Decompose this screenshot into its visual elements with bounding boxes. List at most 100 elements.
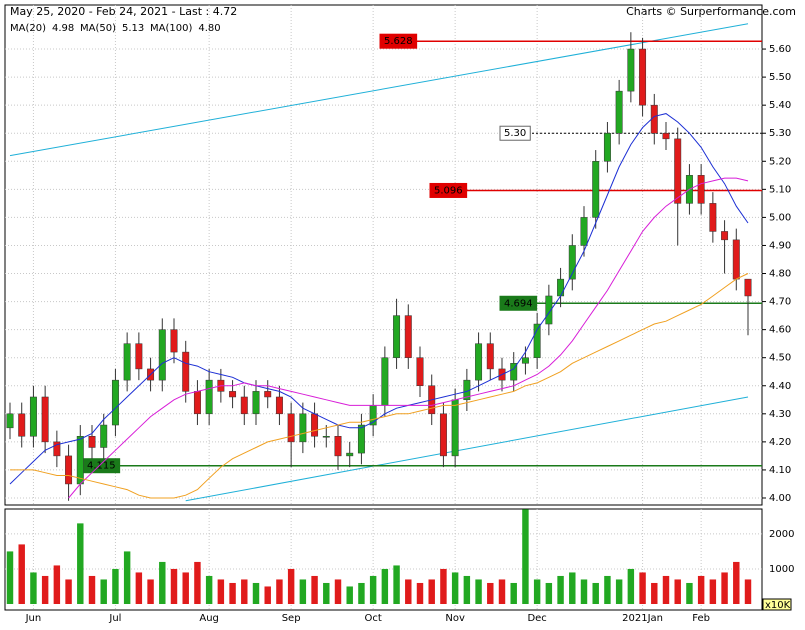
candle-body	[639, 48, 647, 106]
y-tick-label: 4.30	[769, 409, 791, 420]
candle-body	[545, 295, 553, 325]
volume-bar	[159, 561, 166, 604]
candle-body	[475, 343, 483, 381]
candle-body	[615, 90, 623, 134]
legend-value: 4.98	[52, 23, 74, 34]
x-tick-label: Sep	[282, 613, 301, 624]
candle-body	[334, 436, 342, 457]
candle-body	[580, 217, 588, 246]
volume-bar	[697, 575, 705, 604]
volume-bar	[744, 579, 752, 604]
candle-body	[205, 379, 213, 415]
volume-bar	[475, 579, 482, 604]
candle-body	[158, 329, 166, 381]
volume-bar	[264, 586, 271, 604]
candle-body	[193, 391, 201, 415]
candle-body	[732, 239, 740, 280]
candle-body	[521, 357, 529, 364]
price-panel	[4, 4, 763, 506]
volume-bar	[6, 551, 14, 604]
candle-body	[416, 357, 424, 387]
volume-bar	[182, 572, 189, 604]
volume-bar	[592, 582, 599, 604]
volume-bar	[381, 568, 389, 604]
y-tick-label: 5.20	[769, 156, 791, 167]
candle-body	[603, 132, 611, 162]
x-tick-label: Aug	[199, 613, 219, 624]
volume-bar	[440, 568, 447, 604]
y-tick-label: 5.60	[769, 44, 791, 55]
volume-bar	[557, 575, 564, 604]
x-tick-label: Feb	[692, 613, 710, 624]
candle-body	[182, 351, 190, 392]
volume-bar	[112, 568, 119, 604]
candle-body	[311, 413, 319, 437]
volume-bar	[311, 575, 318, 604]
volume-bar	[510, 582, 517, 604]
candle-body	[111, 379, 119, 426]
candle-body	[287, 413, 295, 443]
volume-bar	[88, 575, 96, 604]
y-tick-label: 4.50	[769, 353, 791, 364]
volume-bar	[569, 572, 576, 604]
candle-body	[53, 441, 61, 457]
volume-bar	[123, 551, 131, 604]
volume-bar	[147, 579, 154, 604]
candle-body	[404, 315, 412, 358]
level-box	[499, 125, 531, 141]
y-tick-label: 4.90	[769, 240, 791, 251]
volume-bar	[615, 579, 623, 604]
level-label: 5.30	[504, 128, 526, 139]
candle-body	[76, 436, 84, 485]
y-tick-label: 4.60	[769, 325, 791, 336]
level-box	[429, 182, 468, 198]
moving-average	[68, 177, 749, 499]
candle-body	[592, 161, 600, 218]
volume-bar	[194, 561, 201, 604]
trendline	[9, 23, 749, 157]
candle-body	[674, 138, 682, 204]
x-tick-label: Jul	[108, 613, 121, 624]
credit: Charts © Surperformance.com	[626, 5, 796, 18]
volume-bar	[170, 568, 178, 604]
date-range: May 25, 2020 - Feb 24, 2021 - Last : 4.7…	[10, 5, 237, 18]
volume-bar	[100, 579, 107, 604]
volume-bar	[580, 579, 588, 604]
candle-body	[357, 424, 365, 454]
volume-bar	[733, 561, 740, 604]
volume-bar	[252, 582, 260, 604]
volume-bar	[276, 579, 283, 604]
volume-bar	[229, 582, 236, 604]
volume-bar	[53, 565, 61, 604]
volume-bar	[522, 509, 529, 604]
volume-bar	[358, 582, 365, 604]
volume-bar	[217, 579, 225, 604]
volume-tick-label: 1000	[769, 564, 794, 575]
volume-bar	[639, 572, 646, 604]
x-tick-label: Oct	[364, 613, 381, 624]
volume-bar	[369, 575, 377, 604]
level-label: 5.096	[434, 185, 463, 196]
volume-panel	[4, 508, 763, 611]
volume-bar	[334, 579, 342, 604]
candle-body	[486, 343, 494, 370]
candle-body	[135, 343, 143, 370]
volume-bar	[545, 582, 553, 604]
legend-value: 4.80	[198, 23, 220, 34]
x-tick-label: Nov	[445, 613, 465, 624]
legend-name: MA(100)	[150, 23, 192, 34]
y-tick-label: 4.10	[769, 465, 791, 476]
candle-body	[627, 48, 635, 92]
candle-body	[346, 452, 354, 457]
candle-body	[533, 323, 541, 358]
level-label: 5.628	[384, 36, 413, 47]
candle-body	[123, 343, 131, 381]
candle-body	[88, 436, 96, 448]
candle-body	[18, 413, 26, 437]
candle-body	[240, 396, 248, 415]
volume-bar	[135, 572, 143, 604]
y-tick-label: 4.70	[769, 297, 791, 308]
y-tick-label: 5.50	[769, 72, 791, 83]
